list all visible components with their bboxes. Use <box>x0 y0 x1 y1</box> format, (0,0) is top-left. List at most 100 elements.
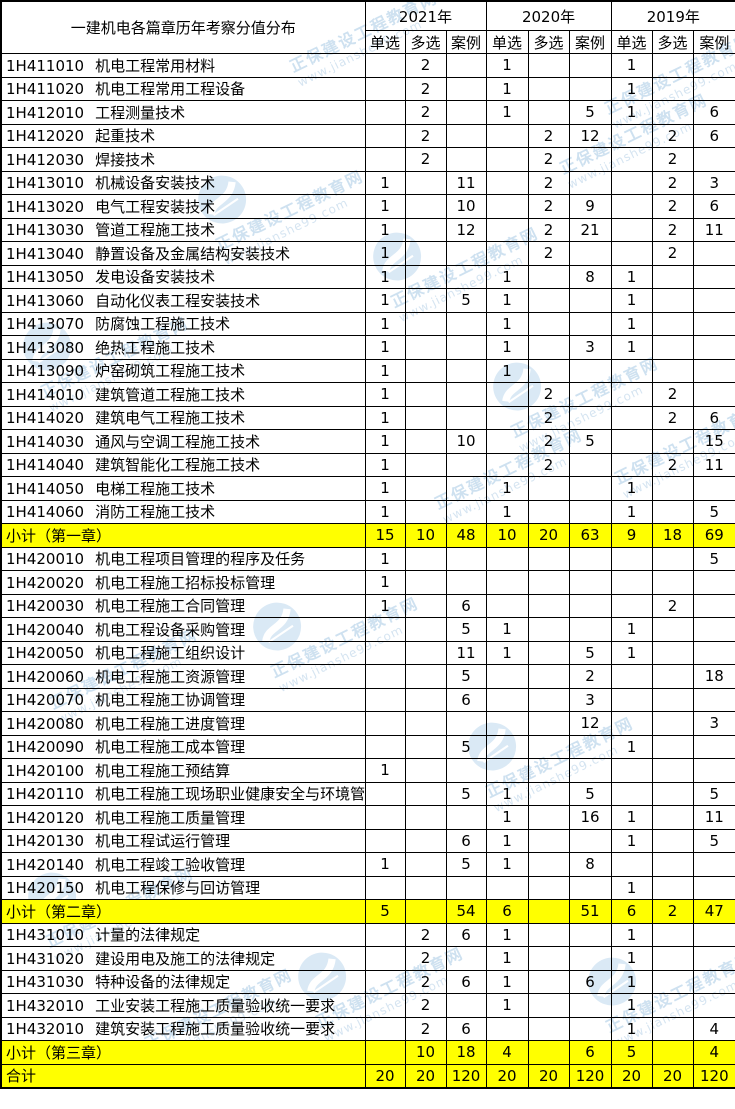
row-title: 自动化仪表工程安装技术 <box>95 291 261 310</box>
score-cell <box>485 452 529 477</box>
score-cell <box>692 946 735 971</box>
score-cell <box>692 758 735 783</box>
row-title: 建筑智能化工程施工技术 <box>95 456 261 475</box>
row-name-cell: 1H413050 发电设备安装技术 <box>0 264 366 289</box>
table-row: 1H420040 机电工程设备采购管理 5 1 1 <box>0 617 735 642</box>
row-name-cell: 1H413040 静置设备及金属结构安装技术 <box>0 241 366 266</box>
subtotal-score-cell: 47 <box>692 899 735 924</box>
row-name-cell: 1H420140 机电工程竣工验收管理 <box>0 852 366 877</box>
score-cell <box>445 946 487 971</box>
score-cell: 11 <box>692 805 735 830</box>
score-cell <box>404 546 447 571</box>
score-cell <box>527 264 570 289</box>
score-cell <box>364 147 406 172</box>
score-cell: 1 <box>485 358 529 383</box>
score-cell: 3 <box>692 170 735 195</box>
score-cell: 11 <box>692 452 735 477</box>
score-cell <box>445 711 487 736</box>
score-cell <box>527 1016 570 1041</box>
score-cell <box>404 640 447 665</box>
score-cell: 5 <box>692 499 735 524</box>
score-cell: 11 <box>445 170 487 195</box>
score-cell: 3 <box>692 711 735 736</box>
score-cell <box>445 264 487 289</box>
score-cell: 6 <box>445 687 487 712</box>
score-cell <box>364 781 406 806</box>
score-cell <box>404 570 447 595</box>
score-cell: 1 <box>610 335 653 360</box>
row-name-cell: 1H420010 机电工程项目管理的程序及任务 <box>0 546 366 571</box>
score-cell <box>651 758 694 783</box>
table-row: 1H413040 静置设备及金属结构安装技术 1 2 2 <box>0 241 735 266</box>
score-cell: 1 <box>485 946 529 971</box>
score-cell <box>404 711 447 736</box>
table-row: 1H420120 机电工程施工质量管理 1 16 1 11 <box>0 805 735 830</box>
score-cell: 12 <box>445 217 487 242</box>
score-cell <box>485 429 529 454</box>
score-cell: 1 <box>364 288 406 313</box>
score-cell <box>692 476 735 501</box>
score-cell <box>404 828 447 853</box>
score-cell <box>485 758 529 783</box>
score-cell <box>651 664 694 689</box>
score-cell: 2 <box>527 123 570 148</box>
row-name-cell: 1H413090 炉窑砌筑工程施工技术 <box>0 358 366 383</box>
score-cell <box>527 946 570 971</box>
score-cell <box>527 664 570 689</box>
subtotal-score-cell: 4 <box>485 1040 529 1065</box>
total-score-cell: 20 <box>527 1063 570 1089</box>
score-cell <box>692 288 735 313</box>
score-cell <box>651 264 694 289</box>
score-cell <box>364 123 406 148</box>
score-cell <box>527 687 570 712</box>
score-cell: 4 <box>692 1016 735 1041</box>
subtotal-score-cell: 63 <box>568 523 612 548</box>
score-cell <box>692 969 735 994</box>
score-cell: 11 <box>692 217 735 242</box>
row-title: 建筑安装工程施工质量验收统一要求 <box>95 1020 336 1039</box>
row-title: 机电工程施工质量管理 <box>95 808 246 827</box>
table-row: 1H413010 机械设备安装技术 1 11 2 2 3 <box>0 170 735 195</box>
score-cell <box>445 476 487 501</box>
row-code: 1H420150 <box>6 879 85 898</box>
score-cell: 10 <box>445 429 487 454</box>
score-cell <box>610 781 653 806</box>
subcol-header: 单选 <box>364 30 406 54</box>
row-name-cell: 1H413080 绝热工程施工技术 <box>0 335 366 360</box>
subtotal-score-cell <box>527 1040 570 1065</box>
header-year-row: 一建机电各篇章历年考察分值分布 2021年 2020年 2019年 <box>0 0 735 54</box>
subcol-header: 多选 <box>404 30 447 54</box>
score-cell <box>445 993 487 1018</box>
score-cell <box>527 335 570 360</box>
score-cell <box>610 664 653 689</box>
row-code: 1H432010 <box>6 996 85 1015</box>
score-cell: 1 <box>610 828 653 853</box>
score-cell <box>445 499 487 524</box>
row-code: 1H411010 <box>6 56 85 75</box>
row-title: 机电工程施工协调管理 <box>95 691 246 710</box>
row-title: 焊接技术 <box>95 150 156 169</box>
score-cell: 6 <box>445 593 487 618</box>
row-title: 建设用电及施工的法律规定 <box>95 949 276 968</box>
score-cell <box>404 617 447 642</box>
score-cell <box>404 781 447 806</box>
score-cell <box>692 147 735 172</box>
score-cell <box>527 993 570 1018</box>
score-cell <box>527 476 570 501</box>
score-cell <box>445 76 487 101</box>
subtotal-label: 小计（第二章） <box>0 899 366 924</box>
score-cell <box>527 311 570 336</box>
score-cell: 1 <box>610 946 653 971</box>
row-code: 1H420120 <box>6 808 85 827</box>
score-cell <box>692 993 735 1018</box>
total-score-cell: 120 <box>568 1063 612 1089</box>
subcol-header: 案例 <box>568 30 612 54</box>
score-cell: 1 <box>610 993 653 1018</box>
table-row: 1H413020 电气工程安装技术 1 10 2 9 2 6 <box>0 194 735 219</box>
table-row: 1H414060 消防工程施工技术 1 1 1 5 <box>0 499 735 524</box>
row-code: 1H414020 <box>6 409 85 428</box>
score-cell <box>568 311 612 336</box>
score-cell <box>445 382 487 407</box>
score-cell: 1 <box>364 476 406 501</box>
